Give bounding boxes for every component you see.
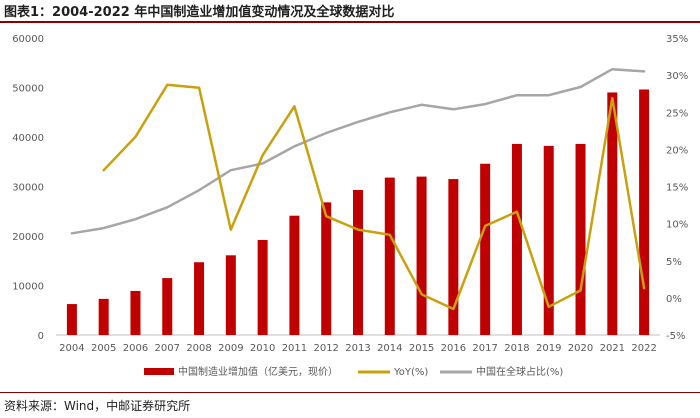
x-tick-label: 2016: [441, 343, 466, 354]
x-tick-label: 2011: [282, 343, 307, 354]
chart-title: 图表1：2004-2022 年中国制造业增加值变动情况及全球数据对比: [4, 5, 395, 20]
bar: [416, 176, 427, 335]
x-tick-label: 2015: [409, 343, 434, 354]
bar: [384, 177, 395, 335]
bar: [639, 89, 650, 335]
bar: [66, 304, 77, 335]
y-left-tick-label: 30000: [12, 183, 44, 194]
y-left-tick-label: 10000: [12, 282, 44, 293]
bar: [607, 92, 618, 335]
x-tick-label: 2006: [123, 343, 148, 354]
bar: [448, 179, 459, 335]
y-left-tick-label: 20000: [12, 232, 44, 243]
legend-label-yoy: YoY(%): [393, 367, 428, 378]
y-right-tick-label: 35%: [666, 34, 688, 45]
x-tick-label: 2014: [377, 343, 402, 354]
y-left-tick-label: 0: [38, 331, 44, 342]
x-tick-label: 2018: [504, 343, 529, 354]
x-tick-label: 2004: [59, 343, 84, 354]
x-tick-label: 2012: [313, 343, 338, 354]
legend-label-bar: 中国制造业增加值（亿美元，现价）: [178, 365, 338, 378]
y-left-tick-label: 60000: [12, 34, 44, 45]
y-left-tick-label: 50000: [12, 84, 44, 95]
chart: 0 10000 20000 30000 40000 50000 60000 -5% 0% 5% 10…: [12, 34, 688, 378]
title-bar: 图表1：2004-2022 年中国制造业增加值变动情况及全球数据对比: [0, 0, 700, 20]
source-note: 资料来源：Wind，中邮证券研究所: [4, 399, 191, 413]
y-right-tick-label: 5%: [666, 257, 682, 268]
title-divider: [0, 21, 700, 23]
share-line: [70, 67, 646, 235]
bar: [480, 163, 491, 335]
y-right-tick-label: 20%: [666, 145, 688, 156]
x-tick-label: 2010: [250, 343, 275, 354]
bar: [130, 290, 141, 335]
bar: [575, 143, 586, 335]
x-tick-label: 2017: [472, 343, 497, 354]
x-tick-label: 2009: [218, 343, 243, 354]
x-tick-label: 2022: [631, 343, 656, 354]
x-tick-label: 2021: [600, 343, 625, 354]
bar: [321, 202, 332, 335]
y-right-tick-label: -5%: [666, 331, 685, 342]
y-right-tick-label: 30%: [666, 71, 688, 82]
y-right-tick-label: 15%: [666, 183, 688, 194]
x-tick-label: 2013: [345, 343, 370, 354]
y-left-tick-label: 40000: [12, 133, 44, 144]
bar: [543, 145, 554, 335]
y-right-tick-label: 0%: [666, 294, 682, 305]
x-tick-label: 2008: [186, 343, 211, 354]
x-tick-label: 2019: [536, 343, 561, 354]
yoy-line: [102, 83, 646, 311]
x-tick-label: 2005: [91, 343, 116, 354]
bar: [257, 239, 268, 335]
bar: [194, 262, 205, 335]
legend-label-share: 中国在全球占比(%): [476, 365, 563, 378]
y-right-tick-label: 25%: [666, 108, 688, 119]
bar: [225, 255, 236, 335]
y-right-tick-label: 10%: [666, 220, 688, 231]
bar: [98, 298, 109, 335]
x-tick-label: 2007: [155, 343, 180, 354]
bar: [353, 189, 363, 335]
bar: [511, 143, 522, 335]
footer-divider: [0, 392, 700, 393]
x-tick-label: 2020: [568, 343, 593, 354]
bar: [289, 215, 300, 335]
bar: [162, 278, 173, 335]
legend-swatch-bar: [144, 368, 174, 375]
